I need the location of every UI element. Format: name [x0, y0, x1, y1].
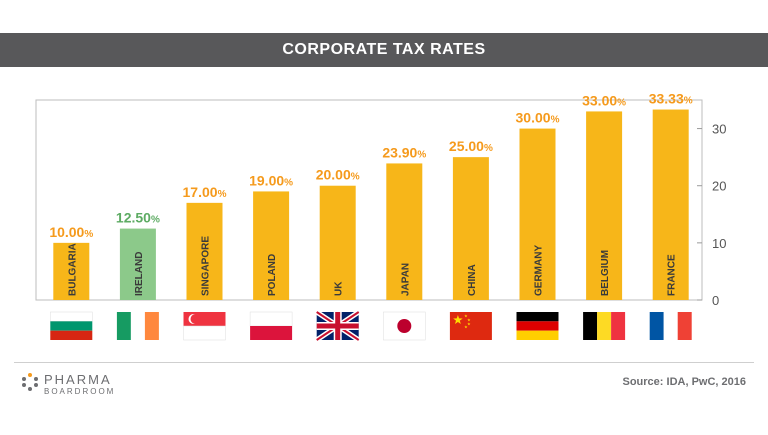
category-label: UK	[334, 281, 345, 296]
singapore-flag-icon	[183, 312, 226, 341]
flag-part	[677, 312, 692, 340]
flag-part	[250, 326, 293, 340]
category-label: IRELAND	[134, 252, 145, 296]
poland-flag-icon	[249, 311, 293, 340]
flag-part	[316, 323, 359, 329]
logo-text: PHARMA	[44, 372, 112, 387]
value-label: 20.00%	[316, 167, 360, 183]
flag-part	[190, 314, 201, 324]
y-tick-label: 20	[712, 179, 726, 194]
germany-flag-icon	[516, 312, 559, 340]
value-suffix: %	[617, 97, 626, 108]
flag-part	[249, 311, 293, 327]
value-label: 33.33%	[649, 91, 693, 107]
logo-dots-icon	[22, 373, 38, 391]
value-label: 10.00%	[49, 224, 93, 240]
y-tick-label: 30	[712, 122, 726, 137]
value-suffix: %	[351, 172, 360, 183]
japan-flag-icon	[383, 311, 426, 341]
footer-divider	[14, 362, 754, 363]
flag-part	[649, 312, 664, 340]
flag-part	[130, 312, 145, 340]
bar	[652, 109, 689, 301]
flag-part	[597, 312, 612, 340]
logo-subtext: BOARDROOM	[44, 387, 116, 396]
ireland-flag-icon	[116, 312, 159, 340]
value-suffix: %	[484, 143, 493, 154]
category-label: BELGIUM	[600, 250, 611, 296]
category-label: JAPAN	[400, 263, 411, 296]
value-suffix: %	[84, 229, 93, 240]
value-label: 17.00%	[183, 184, 227, 200]
bar	[519, 128, 556, 300]
flag-part	[611, 312, 626, 340]
bar	[386, 163, 423, 300]
flag-part	[467, 322, 471, 326]
bar	[452, 157, 489, 300]
y-tick-label: 0	[712, 293, 719, 308]
flag-part	[467, 318, 471, 322]
flag-part	[50, 321, 93, 331]
value-label: 23.90%	[382, 144, 426, 160]
value-suffix: %	[417, 149, 426, 160]
chart-title-bar: CORPORATE TAX RATES	[0, 33, 768, 67]
value-suffix: %	[218, 189, 227, 200]
flag-part	[663, 312, 678, 340]
uk-flag-icon	[315, 309, 361, 343]
bar	[253, 191, 290, 300]
category-label: BULGARIA	[67, 243, 78, 296]
flag-part	[50, 311, 93, 322]
plot-frame	[35, 99, 703, 301]
flag-part	[50, 330, 93, 340]
value-suffix: %	[551, 115, 560, 126]
pharmaboardroom-logo: PHARMA BOARDROOM	[20, 370, 150, 400]
category-label: POLAND	[267, 254, 278, 296]
belgium-flag-icon	[583, 312, 626, 340]
flag-part	[516, 312, 559, 322]
value-label: 30.00%	[516, 110, 560, 126]
value-label: 33.00%	[582, 92, 626, 108]
value-suffix: %	[151, 215, 160, 226]
category-label: FRANCE	[667, 254, 678, 296]
flag-part	[449, 312, 492, 340]
chart-title: CORPORATE TAX RATES	[282, 41, 486, 58]
flag-part	[583, 312, 598, 340]
bulgaria-flag-icon	[50, 311, 93, 340]
flag-part	[516, 330, 559, 340]
bar	[586, 111, 623, 300]
value-suffix: %	[284, 177, 293, 188]
bar	[186, 202, 223, 300]
bar-chart: 0 10 20 30 BULGARIA 10.00% IRELAND 12.50% SINGAP…	[35, 91, 726, 343]
value-label: 19.00%	[249, 172, 293, 188]
flag-part	[453, 315, 463, 325]
value-label: 25.00%	[449, 138, 493, 154]
bar	[319, 185, 356, 300]
flag-part	[464, 314, 468, 318]
source-note: Source: IDA, PwC, 2016	[622, 376, 747, 388]
bar	[119, 228, 156, 300]
flag-part	[116, 312, 131, 340]
value-label: 12.50%	[116, 210, 160, 226]
france-flag-icon	[649, 312, 692, 340]
flag-part	[516, 321, 559, 331]
category-label: CHINA	[467, 264, 478, 296]
y-tick-label: 10	[712, 236, 726, 251]
category-label: SINGAPORE	[201, 236, 212, 296]
bar	[53, 242, 90, 300]
flag-part	[464, 325, 468, 329]
value-suffix: %	[684, 96, 693, 107]
flag-part	[397, 319, 412, 333]
category-label: GERMANY	[534, 245, 545, 296]
china-flag-icon	[449, 312, 492, 340]
flag-part	[183, 325, 226, 341]
flag-part	[144, 312, 159, 340]
